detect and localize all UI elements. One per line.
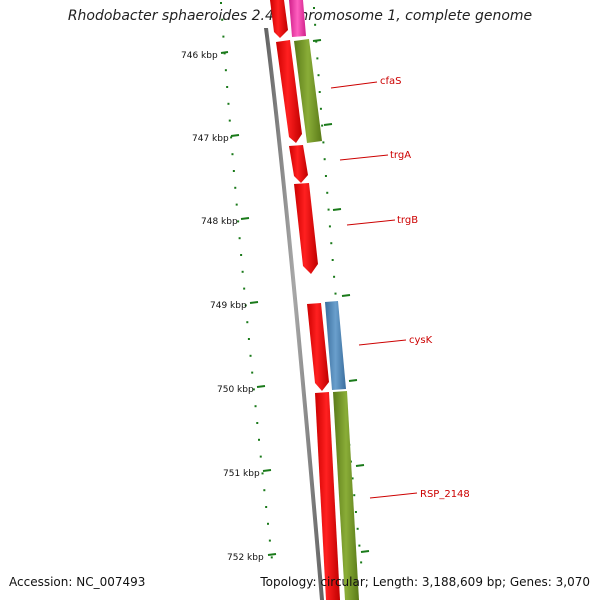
gene-arrow[interactable] bbox=[315, 392, 340, 600]
ruler-label: 747 kbp bbox=[192, 134, 229, 144]
gene-arrow[interactable] bbox=[307, 303, 329, 391]
ruler-label: 748 kbp bbox=[201, 217, 238, 227]
gene-label-trgA[interactable]: trgA bbox=[390, 150, 411, 161]
label-leader bbox=[346, 219, 396, 226]
gene-label-trgB[interactable]: trgB bbox=[397, 215, 418, 226]
label-leader bbox=[339, 154, 389, 161]
gene-arrow[interactable] bbox=[270, 0, 288, 38]
gene-cfaS[interactable] bbox=[294, 39, 322, 143]
ruler-tick bbox=[230, 134, 240, 137]
ruler-label: 746 kbp bbox=[181, 51, 218, 61]
genome-backbone bbox=[264, 28, 324, 600]
ruler-ticks-right bbox=[312, 39, 370, 553]
label-leader bbox=[369, 492, 418, 499]
gene-label-cysK[interactable]: cysK bbox=[409, 335, 433, 346]
genes-reverse-strand bbox=[270, 0, 340, 600]
ruler-tick bbox=[262, 469, 272, 472]
genome-summary-text: Topology: circular; Length: 3,188,609 bp… bbox=[260, 575, 590, 589]
ruler-tick bbox=[249, 301, 259, 304]
gene-label-RSP_2148[interactable]: RSP_2148 bbox=[420, 489, 470, 500]
label-leader bbox=[330, 81, 378, 89]
genes-forward-strand bbox=[289, 0, 359, 600]
ruler-label: 752 kbp bbox=[227, 553, 264, 563]
ruler-tick bbox=[240, 217, 250, 220]
ruler-label: 750 kbp bbox=[217, 385, 254, 395]
ruler: 746 kbp 747 kbp 748 kbp 749 kbp 750 kbp … bbox=[181, 51, 277, 563]
accession-text: Accession: NC_007493 bbox=[9, 575, 146, 589]
gene-pink[interactable] bbox=[289, 0, 306, 37]
ruler-label: 751 kbp bbox=[223, 469, 260, 479]
gene-RSP_2148[interactable] bbox=[333, 391, 359, 600]
label-leader bbox=[358, 339, 407, 346]
ruler-label: 749 kbp bbox=[210, 301, 247, 311]
gene-arrow[interactable] bbox=[294, 183, 318, 274]
ruler-tick bbox=[267, 553, 277, 556]
gene-labels: cfaS trgA trgB cysK RSP_2148 bbox=[330, 76, 470, 500]
gene-arrow[interactable] bbox=[289, 145, 308, 183]
ruler-tick bbox=[256, 385, 266, 388]
ruler-tick bbox=[220, 51, 229, 54]
gene-label-cfaS[interactable]: cfaS bbox=[380, 76, 402, 87]
gene-cysK[interactable] bbox=[325, 301, 346, 390]
gene-arrow[interactable] bbox=[276, 40, 302, 143]
